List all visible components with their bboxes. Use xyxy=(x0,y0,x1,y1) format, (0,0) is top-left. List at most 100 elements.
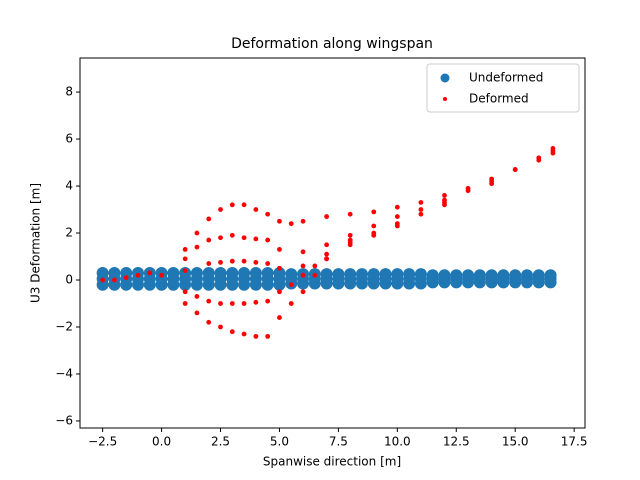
point xyxy=(218,301,223,306)
point xyxy=(143,278,156,291)
point xyxy=(147,270,153,276)
y-tick-label: 4 xyxy=(65,179,73,193)
point xyxy=(241,331,247,337)
point xyxy=(532,276,545,289)
point xyxy=(418,207,424,212)
point xyxy=(347,242,353,248)
x-tick-label: 0.0 xyxy=(152,435,171,449)
y-tick-label: 6 xyxy=(65,132,73,146)
point xyxy=(277,247,282,252)
point xyxy=(509,276,522,289)
point xyxy=(297,277,310,290)
point xyxy=(473,276,486,289)
point xyxy=(308,277,321,290)
point xyxy=(206,237,212,243)
point xyxy=(312,263,318,269)
point xyxy=(450,276,463,289)
point xyxy=(194,294,200,299)
point xyxy=(312,272,318,278)
x-tick-label: 10.0 xyxy=(384,435,411,449)
point xyxy=(253,299,259,305)
point xyxy=(229,202,235,208)
y-tick-label: 0 xyxy=(65,273,73,287)
point xyxy=(194,310,200,316)
point xyxy=(347,237,353,243)
y-tick-label: 2 xyxy=(65,226,73,240)
plot-frame xyxy=(79,57,586,429)
point xyxy=(100,277,106,283)
point xyxy=(442,202,447,208)
point xyxy=(288,221,294,227)
point xyxy=(394,214,400,219)
point xyxy=(120,278,133,291)
point xyxy=(347,211,353,217)
series xyxy=(96,266,557,291)
point xyxy=(300,249,306,255)
point xyxy=(167,278,180,291)
point xyxy=(226,278,239,291)
point xyxy=(218,259,223,265)
point xyxy=(229,232,235,238)
point xyxy=(379,277,392,290)
point xyxy=(300,272,306,278)
x-tick-label: 2.5 xyxy=(211,435,230,449)
point xyxy=(300,263,306,269)
point xyxy=(182,289,188,295)
y-tick-label: −4 xyxy=(55,366,73,380)
point xyxy=(182,247,188,252)
point xyxy=(355,277,368,290)
point xyxy=(465,188,471,194)
point xyxy=(194,244,200,250)
point xyxy=(229,258,235,264)
point xyxy=(123,275,129,281)
point xyxy=(288,282,294,288)
point xyxy=(202,278,215,291)
point xyxy=(371,232,377,238)
point xyxy=(214,278,227,291)
point xyxy=(218,207,223,212)
point xyxy=(135,272,141,278)
point xyxy=(371,223,377,229)
legend-box xyxy=(426,63,580,113)
point xyxy=(253,259,259,265)
point xyxy=(544,276,557,289)
point xyxy=(367,277,380,290)
point xyxy=(179,278,192,291)
point xyxy=(265,298,271,304)
point xyxy=(253,236,259,242)
point xyxy=(324,214,330,219)
point xyxy=(241,258,247,264)
series xyxy=(100,146,556,339)
point xyxy=(536,157,542,163)
x-tick-label: 5.0 xyxy=(270,435,289,449)
point xyxy=(324,242,330,248)
point xyxy=(249,278,262,291)
point xyxy=(300,218,306,224)
point xyxy=(512,167,518,172)
point xyxy=(550,150,556,156)
point xyxy=(182,301,188,306)
point xyxy=(241,202,247,208)
point xyxy=(288,301,294,306)
point xyxy=(241,235,247,241)
y-axis-label: U3 Deformation [m] xyxy=(29,183,43,303)
point xyxy=(206,298,212,304)
point xyxy=(241,301,247,306)
point xyxy=(462,276,475,289)
point xyxy=(324,256,330,262)
x-tick-label: 12.5 xyxy=(443,435,470,449)
point xyxy=(320,277,333,290)
point xyxy=(265,237,271,243)
point xyxy=(253,333,259,339)
point xyxy=(418,211,424,217)
point xyxy=(485,276,498,289)
point xyxy=(394,204,400,210)
point xyxy=(426,276,439,289)
point xyxy=(371,209,377,215)
point xyxy=(497,276,510,289)
point xyxy=(112,277,117,283)
point xyxy=(418,200,424,205)
point xyxy=(159,272,164,278)
point xyxy=(182,256,188,262)
point xyxy=(521,276,534,289)
